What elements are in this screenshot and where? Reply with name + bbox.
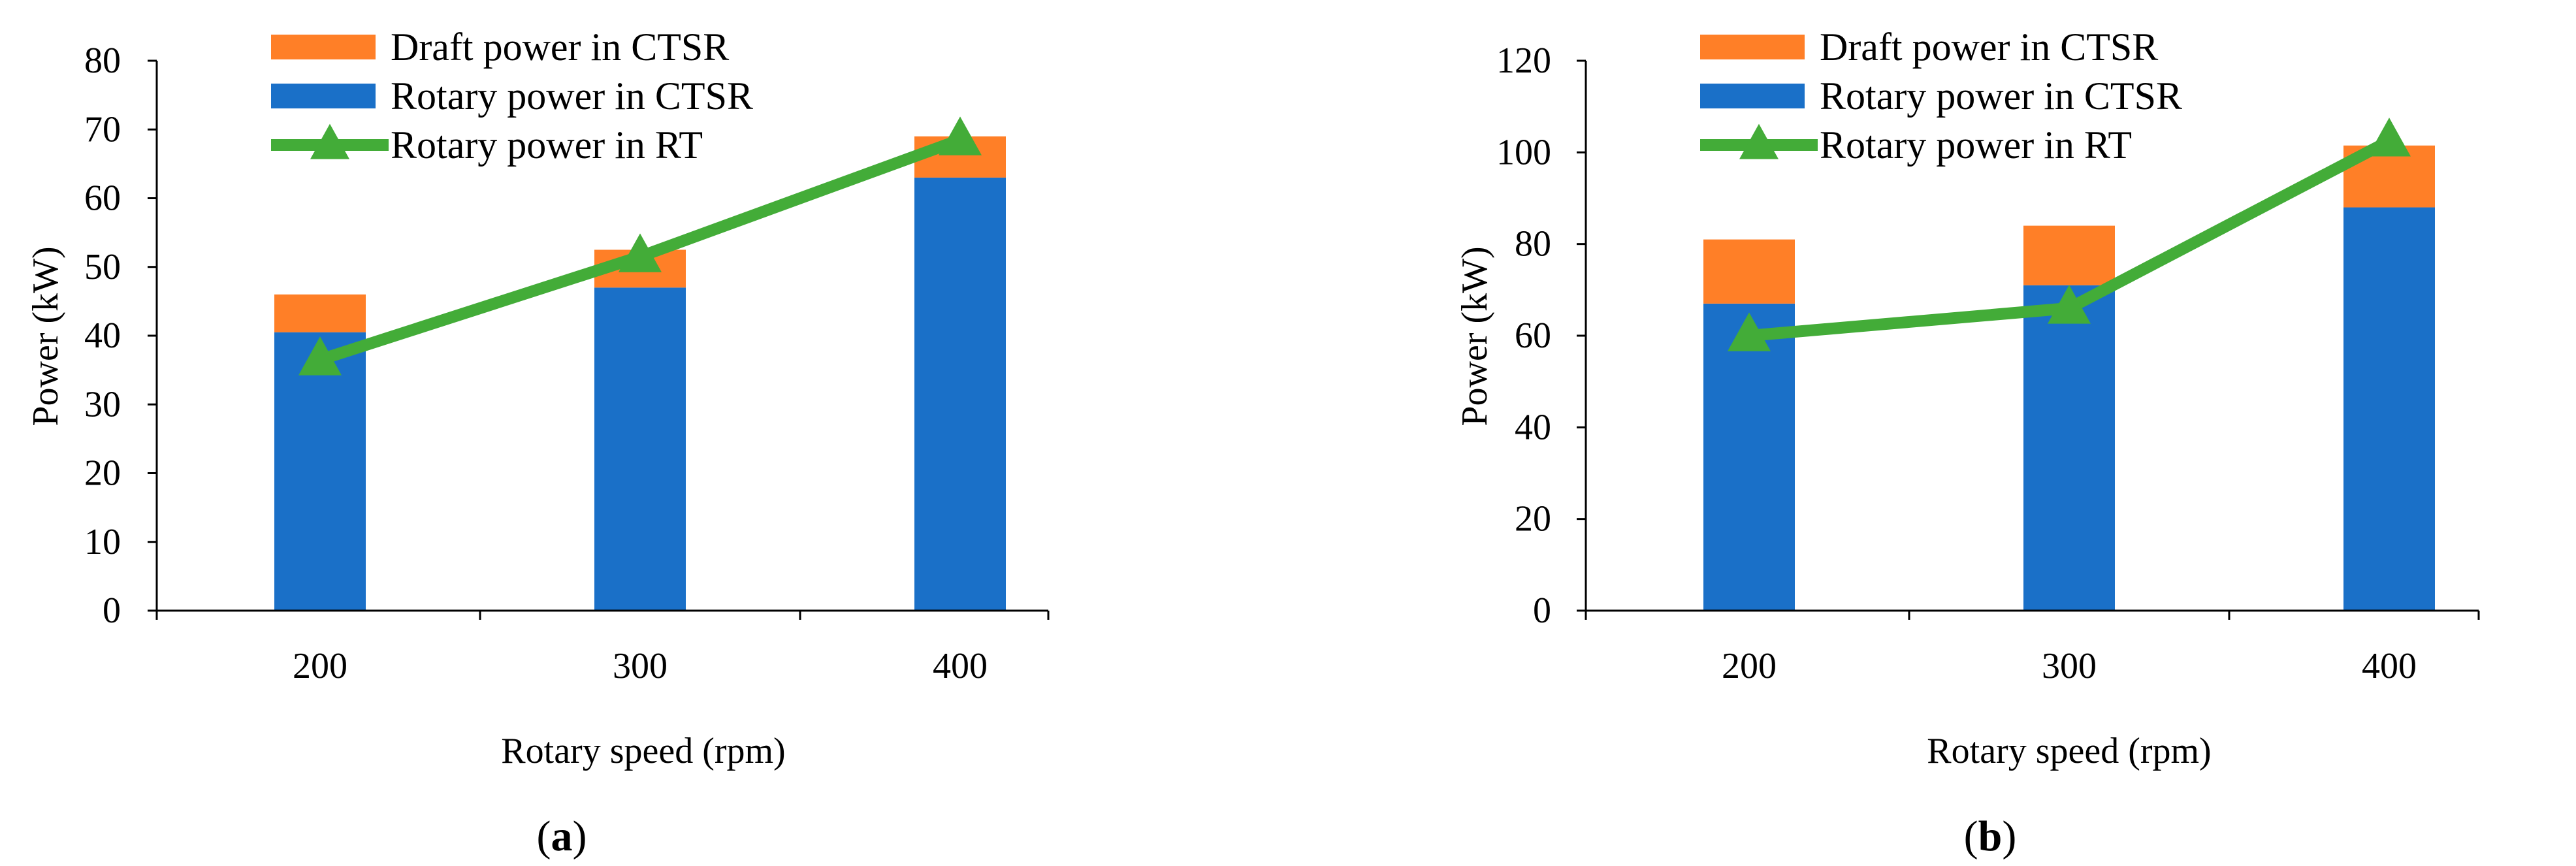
x-axis-title: Rotary speed (rpm) xyxy=(1927,731,2211,771)
x-tick-label: 200 xyxy=(1722,646,1777,686)
chart-a: 0 10 20 30 40 50 60 70 80 200 300 400 Rotary speed (… xyxy=(25,25,1050,860)
y-tick-label: 70 xyxy=(84,109,121,150)
y-axis-title: Power (kW) xyxy=(25,246,66,426)
legend-swatch-draft xyxy=(1700,35,1805,59)
legend-item: Draft power in CTSR xyxy=(271,25,729,69)
x-tick-label: 400 xyxy=(933,646,988,686)
legend-label: Rotary power in RT xyxy=(1820,123,2132,167)
y-tick-label: 80 xyxy=(84,40,121,81)
y-tick-label: 80 xyxy=(1515,224,1551,265)
y-tick-label: 10 xyxy=(84,522,121,562)
bar-rotary-ctsr-300 xyxy=(594,287,686,611)
bar-rotary-ctsr-400 xyxy=(2343,207,2435,611)
x-tick-label: 400 xyxy=(2362,646,2417,686)
marker-rotary-rt-300 xyxy=(619,233,662,272)
y-tick-label: 20 xyxy=(1515,499,1551,539)
bar-rotary-ctsr-200 xyxy=(274,332,366,611)
x-tick-label: 300 xyxy=(613,646,668,686)
y-tick-label: 30 xyxy=(84,384,121,425)
legend-label: Draft power in CTSR xyxy=(391,25,729,69)
bar-draft-300 xyxy=(2023,225,2115,285)
marker-rotary-rt-200 xyxy=(298,336,342,376)
y-tick-label: 60 xyxy=(84,178,121,219)
legend-item: Rotary power in CTSR xyxy=(1700,74,2182,118)
legend-swatch-rotary-ctsr xyxy=(271,84,376,108)
marker-rotary-rt-200 xyxy=(1728,312,1771,351)
legend-item: Rotary power in RT xyxy=(271,123,703,167)
legend-label: Rotary power in CTSR xyxy=(391,74,753,118)
legend-swatch-rotary-rt-marker xyxy=(1739,123,1779,159)
legend: Draft power in CTSR Rotary power in CTSR R… xyxy=(1700,25,2182,167)
legend-label: Rotary power in RT xyxy=(391,123,703,167)
y-axis-title: Power (kW) xyxy=(1455,246,1495,426)
y-tick-label: 40 xyxy=(84,315,121,356)
y-tick-label: 60 xyxy=(1515,315,1551,356)
y-tick-label: 120 xyxy=(1496,40,1551,81)
legend-swatch-rotary-ctsr xyxy=(1700,84,1805,108)
legend-item: Rotary power in CTSR xyxy=(271,74,753,118)
legend-label: Rotary power in CTSR xyxy=(1820,74,2182,118)
legend-swatch-draft xyxy=(271,35,376,59)
legend: Draft power in CTSR Rotary power in CTSR R… xyxy=(271,25,753,167)
bar-rotary-ctsr-300 xyxy=(2023,285,2115,611)
marker-rotary-rt-400 xyxy=(939,116,982,155)
bar-rotary-ctsr-200 xyxy=(1703,303,1795,611)
x-tick-label: 300 xyxy=(2042,646,2097,686)
legend-item: Rotary power in RT xyxy=(1700,123,2132,167)
y-tick-label: 0 xyxy=(103,590,121,631)
y-tick-label: 0 xyxy=(1533,590,1551,631)
panel-label: (a) xyxy=(537,812,587,860)
bar-rotary-ctsr-400 xyxy=(914,177,1006,611)
legend-swatch-rotary-rt-marker xyxy=(310,123,349,159)
x-axis-title: Rotary speed (rpm) xyxy=(501,731,785,771)
bar-draft-200 xyxy=(274,294,366,332)
y-tick-label: 20 xyxy=(84,453,121,494)
x-tick-label: 200 xyxy=(293,646,347,686)
bar-draft-200 xyxy=(1703,239,1795,304)
marker-rotary-rt-300 xyxy=(2048,285,2091,324)
marker-rotary-rt-400 xyxy=(2368,118,2411,157)
y-tick-label: 50 xyxy=(84,247,121,287)
y-tick-label: 100 xyxy=(1496,132,1551,172)
legend-label: Draft power in CTSR xyxy=(1820,25,2158,69)
legend-item: Draft power in CTSR xyxy=(1700,25,2158,69)
panel-label: (b) xyxy=(1964,812,2017,860)
chart-b: 0 20 40 60 80 100 120 200 300 400 Rotary speed (rp… xyxy=(1455,25,2480,860)
y-tick-label: 40 xyxy=(1515,407,1551,447)
